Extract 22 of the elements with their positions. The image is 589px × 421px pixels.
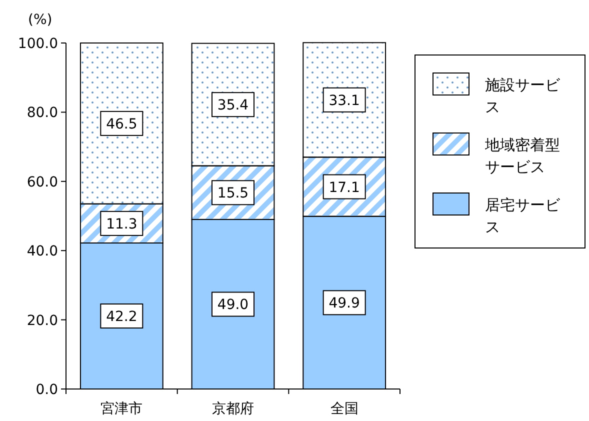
text: 42.2	[106, 308, 138, 325]
y-axis-title: (%)	[28, 12, 52, 28]
text: 11.3	[106, 216, 138, 232]
x-tick-label: 全国	[330, 401, 358, 417]
x-tick-label: 宮津市	[100, 401, 143, 417]
text: 46.5	[106, 116, 138, 132]
y-tick-label: 80.0	[26, 105, 58, 122]
text: 15.5	[217, 186, 249, 202]
text: 49.9	[328, 296, 360, 312]
text: 17.1	[328, 180, 360, 196]
text: 33.1	[328, 92, 360, 109]
y-tick-label: 60.0	[26, 174, 58, 190]
y-tick-label: 100.0	[18, 36, 58, 52]
legend-label: 施設サービス	[485, 75, 561, 118]
x-tick-label: 京都府	[212, 401, 254, 417]
legend-label: 居宅サービス	[485, 195, 561, 238]
text: 35.4	[217, 98, 249, 114]
y-tick-label: 40.0	[26, 244, 58, 260]
legend-label: 地域密着型サービス	[485, 135, 561, 178]
y-tick-label: 0.0	[36, 382, 58, 398]
y-tick-label: 20.0	[26, 312, 58, 329]
text: 49.0	[217, 297, 249, 314]
